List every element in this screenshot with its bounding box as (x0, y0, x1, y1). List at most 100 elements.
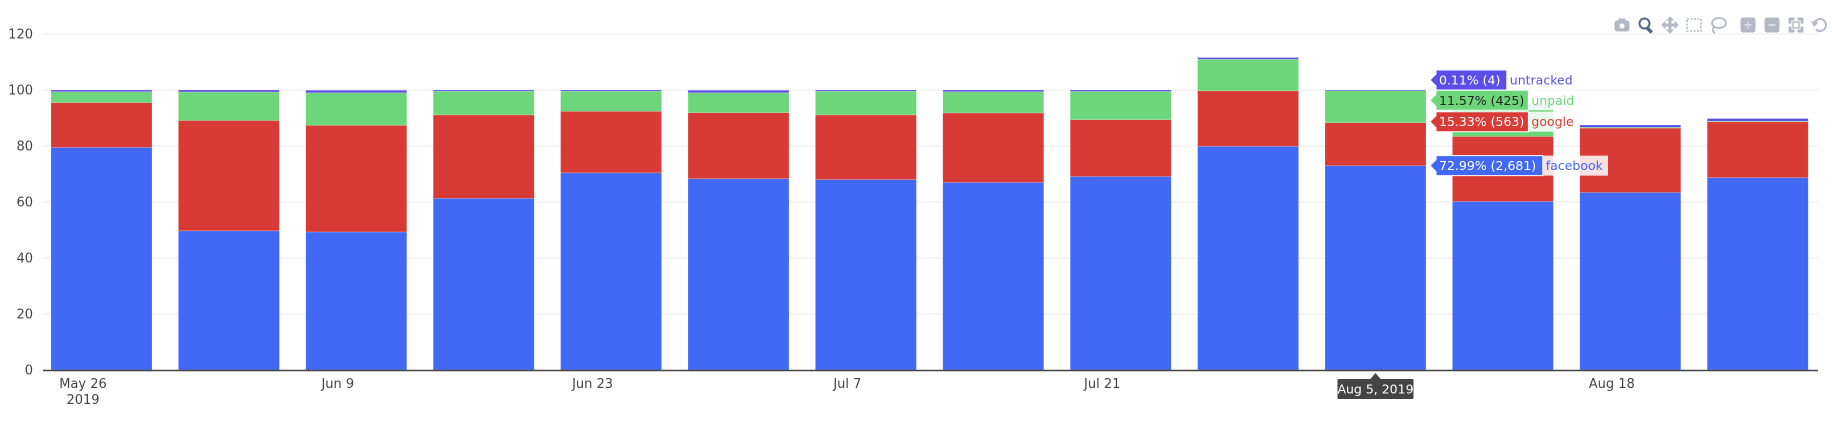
modebar (1610, 14, 1832, 36)
y-tick-label: 0 (25, 364, 33, 379)
bar-facebook[interactable] (815, 179, 917, 371)
bar-unpaid[interactable] (1324, 90, 1427, 123)
bar-facebook[interactable] (1706, 177, 1809, 371)
hover-label-name-bg (1506, 70, 1580, 90)
bar-facebook[interactable] (942, 182, 1045, 371)
bar-unpaid[interactable] (1197, 58, 1299, 92)
bar-facebook[interactable] (1452, 201, 1554, 371)
bar-google[interactable] (432, 114, 535, 199)
hover-label-google: 15.33% (563) google (1429, 111, 1579, 133)
bar-facebook[interactable] (178, 230, 280, 371)
x-tick-label: Jun 9 (320, 377, 354, 392)
bar-google[interactable] (50, 102, 153, 148)
bar-untracked[interactable] (1197, 57, 1299, 60)
x-tick-year: 2019 (66, 393, 99, 408)
pan-button[interactable] (1658, 14, 1682, 36)
bar-facebook[interactable] (432, 198, 535, 371)
hover-x-pointer (1369, 373, 1382, 380)
bar-untracked[interactable] (942, 89, 1045, 92)
bar-untracked[interactable] (815, 89, 917, 92)
bar-facebook[interactable] (1579, 192, 1682, 371)
hover-label-name-bg (1528, 111, 1579, 132)
bar-google[interactable] (1197, 90, 1299, 147)
bar-unpaid[interactable] (305, 92, 408, 126)
bar-untracked[interactable] (1706, 118, 1809, 122)
bar-facebook[interactable] (305, 231, 408, 371)
bar-untracked[interactable] (178, 89, 280, 93)
hover-label-name: google (1531, 114, 1574, 129)
box-select-button[interactable] (1682, 14, 1706, 36)
bar-google[interactable] (1324, 122, 1427, 166)
bar-untracked[interactable] (50, 89, 153, 92)
bar-google[interactable] (687, 112, 790, 180)
bar-unpaid[interactable] (560, 90, 662, 112)
reset-axes-icon (1811, 18, 1827, 33)
x-tick-label: Jun 23 (571, 377, 613, 392)
bars[interactable] (50, 57, 1809, 371)
box-select-icon (1686, 18, 1702, 32)
bar-untracked[interactable] (1324, 89, 1427, 92)
autoscale-button[interactable] (1784, 14, 1808, 36)
hover-x-label: Aug 5, 2019 (1337, 382, 1413, 397)
hover-label-value: 72.99% (2,681) (1439, 158, 1536, 173)
hover-label-value: 11.57% (425) (1439, 93, 1524, 108)
bar-google[interactable] (815, 114, 917, 180)
bar-untracked[interactable] (305, 90, 408, 94)
bar-unpaid[interactable] (687, 92, 790, 113)
lasso-select-icon (1711, 17, 1727, 34)
bar-google[interactable] (1706, 121, 1809, 178)
bar-facebook[interactable] (1197, 146, 1299, 371)
bar-untracked[interactable] (560, 89, 662, 92)
bar-google[interactable] (305, 125, 408, 233)
x-tick-label: Jul 21 (1083, 377, 1120, 392)
hover-label-name: facebook (1546, 158, 1604, 173)
zoom-button[interactable] (1634, 14, 1658, 36)
bar-unpaid[interactable] (942, 91, 1045, 114)
hover-label-unpaid: 11.57% (425) unpaid (1429, 89, 1579, 111)
camera-icon (1614, 18, 1630, 32)
y-tick-label: 80 (16, 140, 33, 155)
hover-label-value: 15.33% (563) (1439, 114, 1524, 129)
bar-unpaid[interactable] (50, 91, 153, 103)
bar-unpaid[interactable] (815, 90, 917, 116)
bar-unpaid[interactable] (432, 90, 535, 116)
bar-unpaid[interactable] (1069, 91, 1172, 120)
y-tick-label: 40 (16, 252, 33, 267)
hover-label-value: 0.11% (4) (1439, 73, 1500, 88)
zoom-icon (1638, 17, 1653, 34)
bar-facebook[interactable] (687, 178, 790, 371)
zoom-out-button[interactable] (1760, 14, 1784, 36)
bar-untracked[interactable] (1069, 89, 1172, 92)
zoom-in-button[interactable] (1736, 14, 1760, 36)
y-tick-label: 60 (16, 196, 33, 211)
hover-x-box (1337, 379, 1414, 399)
bar-untracked[interactable] (432, 89, 535, 92)
lasso-select-button[interactable] (1706, 14, 1730, 36)
camera-button[interactable] (1610, 14, 1634, 36)
hover-label-name: unpaid (1531, 93, 1574, 108)
zoom-out-icon (1764, 17, 1780, 33)
zoom-in-icon (1740, 17, 1756, 33)
bar-unpaid[interactable] (1706, 120, 1809, 123)
bar-facebook[interactable] (1069, 176, 1172, 371)
hover-label-name: untracked (1510, 73, 1573, 88)
bar-untracked[interactable] (1579, 124, 1682, 128)
x-tick-label: May 26 (59, 377, 107, 392)
bar-google[interactable] (178, 120, 280, 232)
bar-facebook[interactable] (50, 147, 153, 371)
bar-google[interactable] (1069, 119, 1172, 177)
x-tick-label: Aug 18 (1589, 377, 1635, 392)
bar-facebook[interactable] (1324, 165, 1427, 371)
bar-google[interactable] (942, 112, 1045, 183)
x-tick-label: Jul 7 (832, 377, 861, 392)
bar-untracked[interactable] (687, 90, 790, 94)
hover-label-name-bg (1528, 90, 1579, 111)
y-tick-label: 120 (8, 28, 33, 43)
hover-label-facebook: 72.99% (2,681) facebook (1429, 155, 1608, 177)
bar-google[interactable] (560, 111, 662, 174)
reset-axes-button[interactable] (1808, 14, 1832, 36)
bar-unpaid[interactable] (178, 91, 280, 121)
bar-facebook[interactable] (560, 172, 662, 371)
